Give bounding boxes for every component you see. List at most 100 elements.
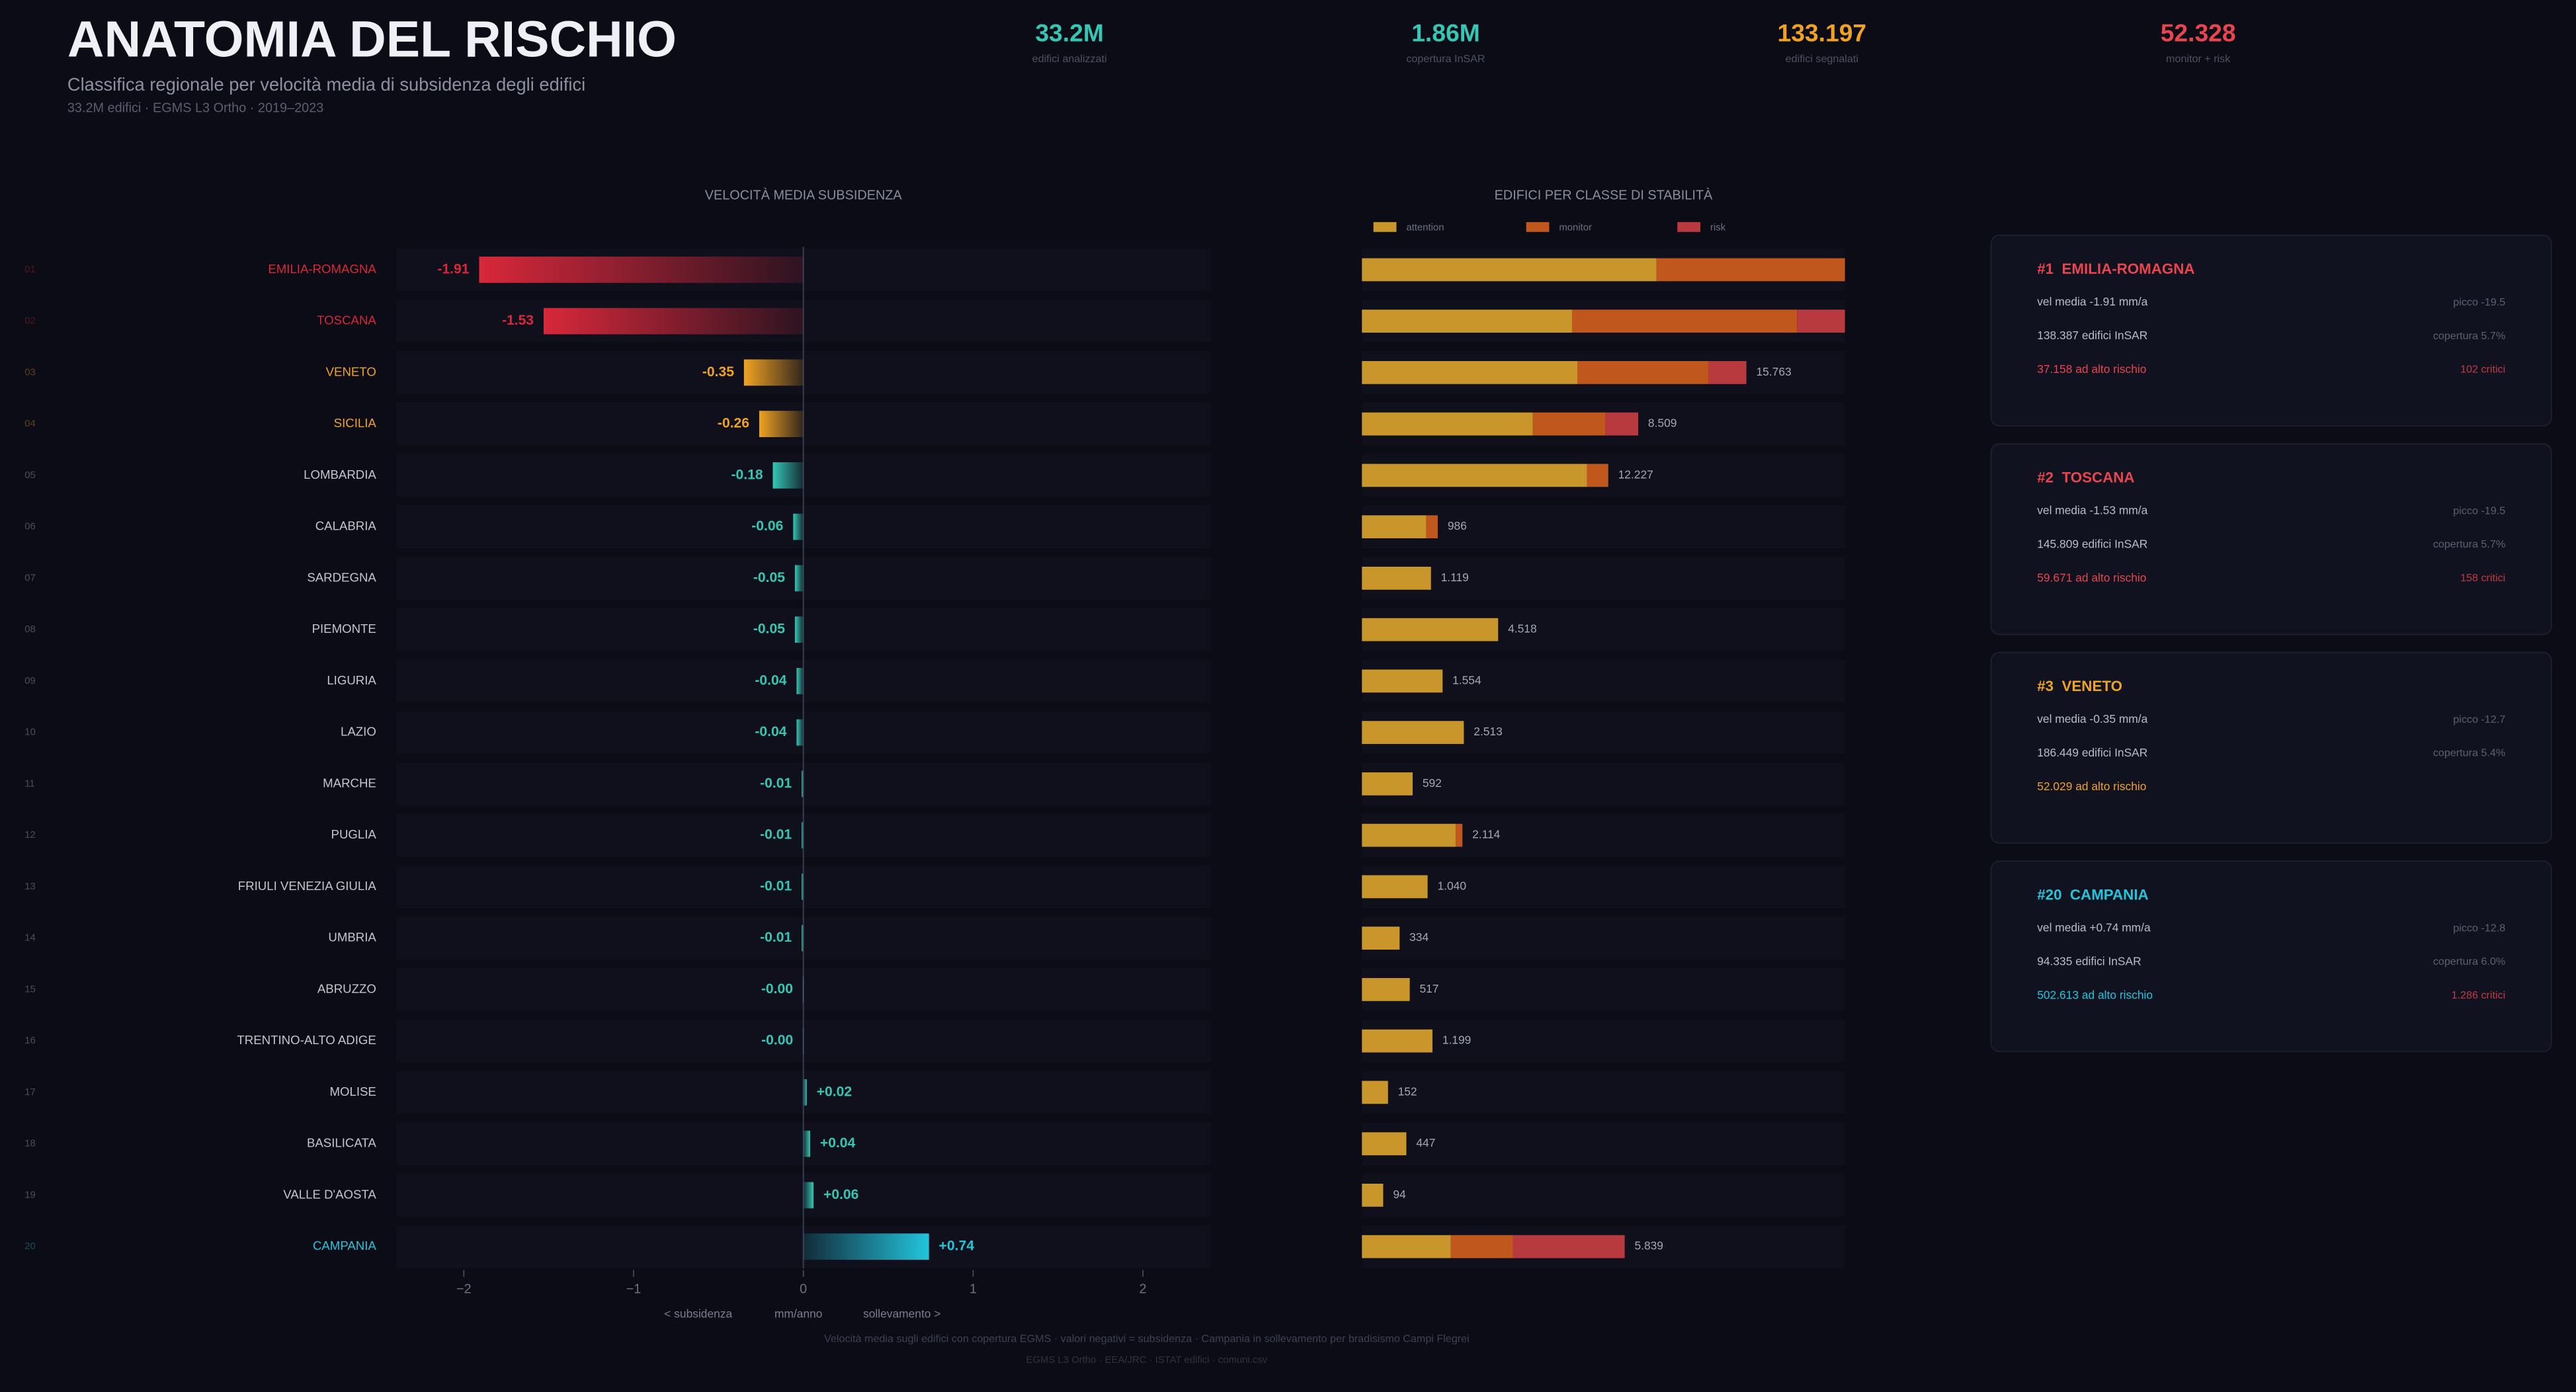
legend-label: risk bbox=[1710, 222, 1726, 233]
legend-label: attention bbox=[1406, 222, 1444, 233]
card-text: 145.809 edifici InSAR bbox=[2037, 538, 2147, 551]
card-rank: #1 bbox=[2037, 261, 2054, 277]
x-tick-label: −2 bbox=[456, 1282, 472, 1297]
bar-segment bbox=[1605, 412, 1639, 436]
axis-label: sollevamento > bbox=[863, 1307, 940, 1320]
value-label: -0.00 bbox=[761, 981, 793, 997]
card-text: 37.158 ad alto rischio bbox=[2037, 362, 2146, 376]
category-label: CALABRIA bbox=[315, 519, 377, 533]
bar bbox=[759, 411, 804, 438]
bar bbox=[772, 462, 804, 489]
x-tick-label: −1 bbox=[626, 1282, 642, 1297]
page-subtitle: Classifica regionale per velocità media … bbox=[67, 74, 585, 95]
category-label: FRIULI VENEZIA GIULIA bbox=[238, 879, 377, 893]
rank-label: 08 bbox=[24, 624, 36, 635]
bar bbox=[802, 924, 804, 952]
card-title: #3 VENETO bbox=[2037, 678, 2122, 694]
bar bbox=[802, 770, 804, 798]
rank-label: 19 bbox=[24, 1190, 36, 1200]
rank-label: 07 bbox=[24, 573, 36, 583]
bar bbox=[796, 668, 804, 694]
bar bbox=[803, 1182, 814, 1209]
category-label: PUGLIA bbox=[331, 827, 377, 841]
category-label: LAZIO bbox=[341, 725, 376, 739]
bar-segment bbox=[1656, 258, 1845, 282]
chart-title: EDIFICI PER CLASSE DI STABILITÀ bbox=[1495, 187, 1713, 202]
footer-source: EGMS L3 Ortho · EEA/JRC · ISTAT edifici … bbox=[1026, 1355, 1267, 1366]
card-text: 502.613 ad alto rischio bbox=[2037, 988, 2153, 1001]
card-note: picco -12.8 bbox=[2453, 922, 2505, 934]
bar-segment bbox=[1362, 1029, 1433, 1053]
category-label: MOLISE bbox=[329, 1085, 376, 1098]
value-label: -1.91 bbox=[437, 261, 469, 276]
card-note: picco -19.5 bbox=[2453, 505, 2505, 516]
kpi-value: 52.328 bbox=[2161, 19, 2236, 47]
rank-label: 02 bbox=[24, 316, 36, 327]
value-label: -0.18 bbox=[731, 467, 763, 482]
card-title: #1 EMILIA-ROMAGNA bbox=[2037, 261, 2194, 277]
bar bbox=[794, 616, 804, 643]
total-label: 517 bbox=[1419, 982, 1438, 995]
value-label: -0.04 bbox=[755, 673, 786, 688]
card-note: picco -12.7 bbox=[2453, 714, 2505, 725]
total-label: 334 bbox=[1409, 930, 1429, 944]
bar-segment bbox=[1362, 618, 1499, 641]
value-label: -0.01 bbox=[760, 878, 792, 893]
card-text: 94.335 edifici InSAR bbox=[2037, 955, 2141, 968]
bar bbox=[802, 874, 804, 900]
bar bbox=[803, 1079, 807, 1106]
value-label: +0.06 bbox=[823, 1187, 858, 1202]
value-label: -0.00 bbox=[761, 1033, 793, 1048]
bar-segment bbox=[1362, 1081, 1388, 1104]
rank-label: 20 bbox=[24, 1241, 36, 1252]
bar bbox=[543, 307, 804, 335]
bar-segment bbox=[1450, 1235, 1513, 1258]
value-label: +0.02 bbox=[817, 1084, 852, 1099]
bar-segment bbox=[1362, 875, 1428, 899]
value-label: -0.01 bbox=[760, 930, 792, 945]
rank-label: 11 bbox=[24, 778, 34, 789]
bar-segment bbox=[1362, 978, 1410, 1001]
legend-swatch bbox=[1677, 222, 1700, 232]
total-label: 152 bbox=[1398, 1085, 1417, 1098]
card-text: 186.449 edifici InSAR bbox=[2037, 746, 2147, 759]
bar-segment bbox=[1362, 721, 1464, 745]
rank-label: 06 bbox=[24, 522, 36, 532]
bar-segment bbox=[1797, 309, 1845, 333]
card-title: #2 TOSCANA bbox=[2037, 469, 2134, 485]
kpi-label: edifici segnalati bbox=[1786, 53, 1858, 65]
category-label: LOMBARDIA bbox=[304, 468, 376, 481]
total-label: 15.763 bbox=[1757, 365, 1792, 378]
rank-label: 15 bbox=[24, 984, 36, 995]
bar-segment bbox=[1362, 515, 1427, 539]
category-label: PIEMONTE bbox=[312, 622, 376, 635]
bar bbox=[803, 1028, 804, 1055]
bar-segment bbox=[1577, 361, 1709, 384]
bar bbox=[803, 1233, 929, 1260]
rank-label: 04 bbox=[24, 419, 36, 429]
value-label: +0.04 bbox=[820, 1135, 856, 1151]
bar-segment bbox=[1362, 823, 1456, 847]
bar bbox=[794, 565, 804, 592]
category-label: VALLE D'AOSTA bbox=[283, 1187, 376, 1201]
row-band bbox=[1362, 917, 1845, 960]
card-note: copertura 5.4% bbox=[2433, 747, 2505, 759]
rank-label: 13 bbox=[24, 881, 36, 892]
bar bbox=[803, 1130, 810, 1157]
bar-segment bbox=[1362, 772, 1413, 796]
bar-segment bbox=[1362, 926, 1400, 950]
category-label: VENETO bbox=[326, 364, 376, 378]
card-note: copertura 5.7% bbox=[2433, 538, 2505, 550]
bar bbox=[796, 719, 804, 746]
bar-segment bbox=[1426, 515, 1438, 539]
row-band bbox=[1362, 865, 1845, 909]
value-label: -1.53 bbox=[502, 313, 534, 328]
card-text: 59.671 ad alto rischio bbox=[2037, 571, 2146, 584]
legend-label: monitor bbox=[1559, 222, 1592, 233]
value-label: -0.06 bbox=[751, 518, 783, 534]
row-band bbox=[1362, 1174, 1845, 1217]
rank-label: 17 bbox=[24, 1087, 36, 1098]
card-note: 1.286 critici bbox=[2452, 989, 2506, 1001]
row-band bbox=[1362, 1071, 1845, 1114]
rank-label: 09 bbox=[24, 676, 36, 686]
